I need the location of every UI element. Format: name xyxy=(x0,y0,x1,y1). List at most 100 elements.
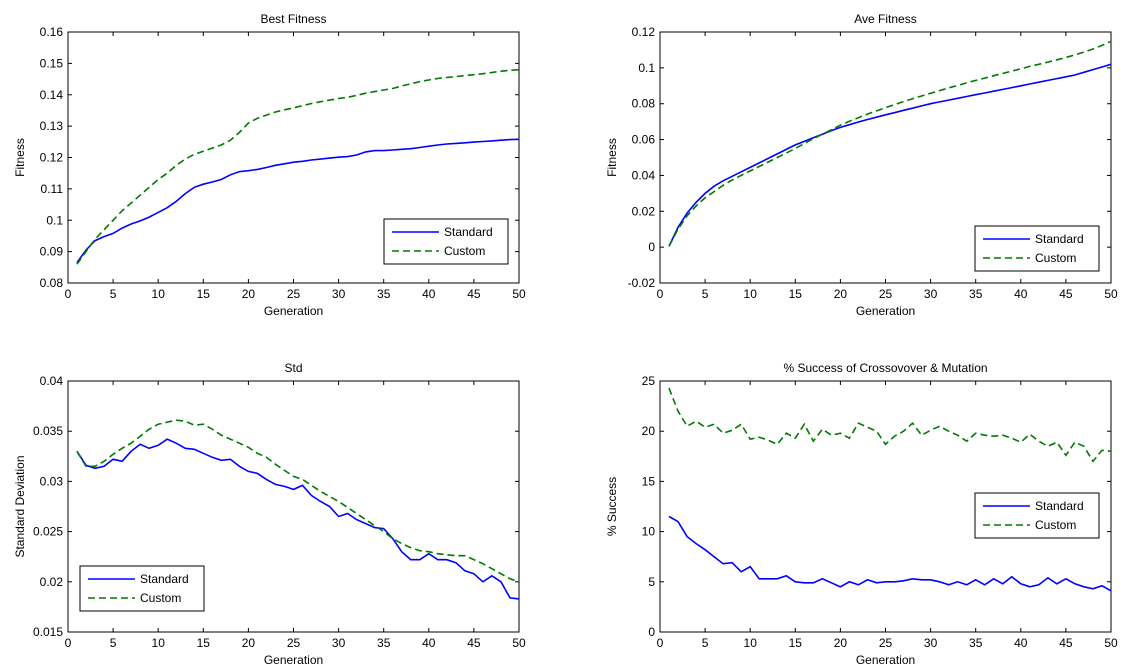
y-tick-label: 0.1 xyxy=(638,61,655,75)
x-tick-label: 30 xyxy=(332,287,346,301)
y-tick-label: 0 xyxy=(648,240,655,254)
legend-box xyxy=(974,225,1100,272)
legend-label: Custom xyxy=(140,591,181,605)
y-tick-label: 0.09 xyxy=(40,245,64,259)
y-tick-label: 20 xyxy=(642,424,656,438)
x-tick-label: 20 xyxy=(242,287,256,301)
x-tick-label: 0 xyxy=(65,636,72,650)
x-tick-label: 40 xyxy=(422,636,436,650)
x-tick-label: 5 xyxy=(702,636,709,650)
x-tick-label: 10 xyxy=(152,636,166,650)
x-tick-label: 50 xyxy=(512,287,526,301)
legend: Standard Custom xyxy=(79,565,205,612)
legend-label: Standard xyxy=(140,572,189,586)
y-tick-label: -0.02 xyxy=(628,276,656,290)
legend-label: Custom xyxy=(1035,251,1076,265)
y-tick-label: 0.035 xyxy=(33,424,63,438)
y-tick-label: 0.13 xyxy=(40,119,64,133)
legend-label: Standard xyxy=(1035,232,1084,246)
legend: Standard Custom xyxy=(383,218,509,265)
x-tick-label: 30 xyxy=(332,636,346,650)
x-tick-label: 35 xyxy=(377,287,391,301)
x-tick-label: 30 xyxy=(924,636,938,650)
y-tick-label: 0.015 xyxy=(33,625,63,639)
legend-box xyxy=(383,218,509,265)
y-tick-label: 0.08 xyxy=(40,276,64,290)
y-tick-label: 0.025 xyxy=(33,525,63,539)
x-tick-label: 15 xyxy=(789,636,803,650)
y-tick-label: 0.15 xyxy=(40,56,64,70)
x-tick-label: 0 xyxy=(657,287,664,301)
x-tick-label: 10 xyxy=(744,287,758,301)
y-tick-label: 0.03 xyxy=(40,474,64,488)
success-rate-plot: % Success of Crossovover & Mutation Gener… xyxy=(605,361,1118,667)
legend-box xyxy=(974,492,1100,539)
y-axis-label: Standard Deviation xyxy=(13,455,27,557)
series-line-standard xyxy=(668,63,1112,247)
x-tick-label: 10 xyxy=(744,636,758,650)
legend-label: Standard xyxy=(1035,499,1084,513)
x-tick-label: 40 xyxy=(1014,636,1028,650)
chart-title: Ave Fitness xyxy=(854,12,916,26)
x-tick-label: 35 xyxy=(377,636,391,650)
x-tick-label: 45 xyxy=(467,287,481,301)
legend-label: Custom xyxy=(1035,518,1076,532)
chart-title: Std xyxy=(284,361,302,375)
y-tick-label: 0.16 xyxy=(40,25,64,39)
series-line-custom xyxy=(668,40,1112,247)
y-axis-label: Fitness xyxy=(605,138,619,177)
x-tick-label: 20 xyxy=(834,636,848,650)
y-tick-label: 0.04 xyxy=(40,374,64,388)
y-tick-label: 5 xyxy=(648,575,655,589)
x-tick-label: 30 xyxy=(924,287,938,301)
y-tick-label: 0.02 xyxy=(40,575,64,589)
series-line-standard xyxy=(668,515,1112,592)
x-axis-label: Generation xyxy=(856,653,915,667)
y-axis-label: Fitness xyxy=(13,138,27,177)
x-axis-label: Generation xyxy=(856,304,915,318)
x-tick-label: 50 xyxy=(1104,636,1118,650)
y-tick-label: 0 xyxy=(648,625,655,639)
best-fitness-plot: Best Fitness Generation Fitness 0 5 10 15 20 25 3… xyxy=(13,12,526,318)
x-tick-label: 35 xyxy=(969,287,983,301)
x-tick-label: 5 xyxy=(110,636,117,650)
y-tick-label: 0.12 xyxy=(40,151,64,165)
x-tick-label: 10 xyxy=(152,287,166,301)
x-tick-label: 15 xyxy=(197,287,211,301)
y-tick-label: 15 xyxy=(642,474,656,488)
legend-label: Standard xyxy=(444,225,493,239)
ave-fitness-plot: Ave Fitness Generation Fitness 0 5 10 15 20 25 30… xyxy=(605,12,1118,318)
y-tick-label: 10 xyxy=(642,525,656,539)
legend-label: Custom xyxy=(444,244,485,258)
x-tick-label: 35 xyxy=(969,636,983,650)
x-tick-label: 15 xyxy=(197,636,211,650)
legend: Standard Custom xyxy=(974,225,1100,272)
x-tick-label: 45 xyxy=(1059,287,1073,301)
y-tick-label: 0.06 xyxy=(632,133,656,147)
x-tick-label: 25 xyxy=(879,287,893,301)
y-tick-label: 0.1 xyxy=(46,213,63,227)
y-axis-label: % Success xyxy=(605,477,619,536)
x-tick-label: 25 xyxy=(879,636,893,650)
x-tick-label: 0 xyxy=(65,287,72,301)
series-line-custom xyxy=(76,419,520,583)
x-tick-label: 25 xyxy=(287,636,301,650)
x-tick-label: 50 xyxy=(512,636,526,650)
x-axis-label: Generation xyxy=(264,304,323,318)
x-tick-label: 5 xyxy=(110,287,117,301)
chart-title: Best Fitness xyxy=(260,12,326,26)
chart-title: % Success of Crossovover & Mutation xyxy=(783,361,987,375)
x-tick-label: 40 xyxy=(1014,287,1028,301)
series-line-standard xyxy=(76,438,520,600)
x-tick-label: 0 xyxy=(657,636,664,650)
x-tick-label: 15 xyxy=(789,287,803,301)
x-tick-label: 20 xyxy=(242,636,256,650)
y-tick-label: 0.04 xyxy=(632,168,656,182)
series-line-standard xyxy=(76,138,520,264)
series-line-custom xyxy=(76,68,520,265)
y-tick-label: 0.14 xyxy=(40,88,64,102)
y-tick-label: 0.02 xyxy=(632,204,656,218)
y-tick-label: 0.12 xyxy=(632,25,656,39)
x-axis-label: Generation xyxy=(264,653,323,667)
x-tick-label: 45 xyxy=(1059,636,1073,650)
